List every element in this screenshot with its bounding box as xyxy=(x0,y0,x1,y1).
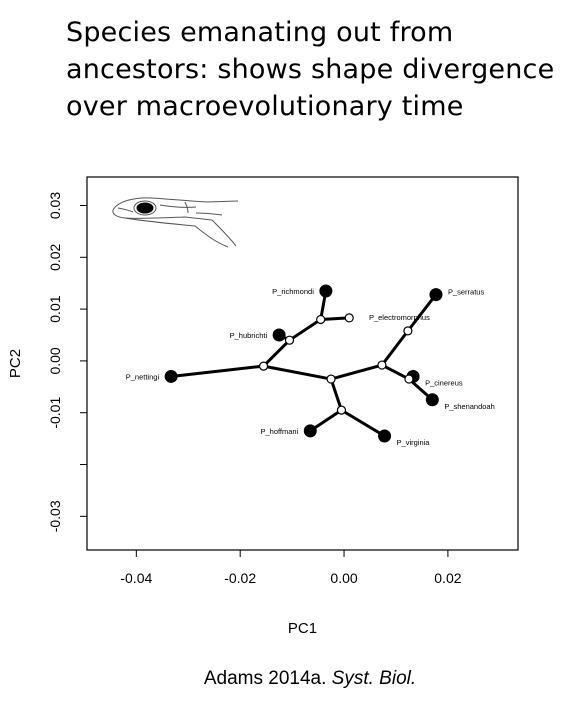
salamander-head-icon xyxy=(112,197,239,248)
tree-branch xyxy=(339,408,387,438)
species-label: P_richmondi xyxy=(272,287,314,296)
species-point xyxy=(425,393,439,407)
ancestor-node xyxy=(284,335,295,345)
title-line: ancestors: shows shape divergence xyxy=(66,54,555,85)
ancestor-node xyxy=(404,374,414,384)
x-tick-label: -0.04 xyxy=(120,570,152,586)
citation-author: Adams 2014a. xyxy=(203,668,327,689)
y-tick-label: 0.03 xyxy=(47,192,63,219)
y-tick-label: -0.01 xyxy=(47,397,63,429)
species-point xyxy=(164,369,178,383)
tree-branch xyxy=(262,364,333,381)
plot-frame xyxy=(86,176,519,551)
species-point xyxy=(344,313,354,323)
species-label: P_hoffmani xyxy=(260,427,298,436)
y-tick-label: 0.02 xyxy=(47,243,63,270)
tree-branch xyxy=(319,316,351,321)
tree-branch xyxy=(262,338,292,368)
tree-branch xyxy=(406,293,438,333)
ancestor-node xyxy=(326,374,336,384)
citation-journal: Syst. xyxy=(331,668,374,689)
tree-branch xyxy=(288,317,323,342)
citation-journal-2: Biol. xyxy=(379,668,417,689)
x-axis-label: PC1 xyxy=(288,620,317,637)
species-point xyxy=(303,424,317,438)
slide-title: Species emanating out from ancestors: sh… xyxy=(66,14,556,125)
title-line: over macroevolutionary time xyxy=(66,91,464,122)
ancestor-node xyxy=(258,361,269,371)
y-axis-label: PC2 xyxy=(7,349,24,378)
tree-branch xyxy=(329,363,384,381)
ancestor-node xyxy=(316,314,326,325)
species-point xyxy=(319,284,333,298)
x-tick-label: 0.02 xyxy=(434,570,461,586)
species-label: P_serratus xyxy=(448,288,485,297)
y-tick-label: 0.01 xyxy=(47,295,63,322)
species-point xyxy=(429,288,443,302)
ancestor-node xyxy=(377,360,387,370)
species-label: P_electromorphus xyxy=(369,313,430,322)
title-line: Species emanating out from xyxy=(66,17,454,48)
x-tick-label: 0.00 xyxy=(330,570,357,586)
salamander-eye-icon xyxy=(136,202,154,214)
tree-branch xyxy=(169,364,266,378)
phylomorphospace-chart: -0.04 -0.02 0.00 0.02 0.03 0.02 0.01 0.00 -0.01 -… xyxy=(7,176,519,637)
species-label: P_hubrichti xyxy=(230,331,268,340)
species-label: P_nettingi xyxy=(126,372,160,381)
citation: Adams 2014a. Syst. Biol. xyxy=(0,668,568,690)
ancestor-node xyxy=(403,326,413,336)
ancestor-node xyxy=(336,405,347,415)
y-tick-label: -0.03 xyxy=(47,500,63,532)
species-label: P_virginia xyxy=(397,438,431,447)
species-label: P_cinereus xyxy=(425,378,463,387)
species-point xyxy=(378,429,392,443)
tree-branch xyxy=(329,377,343,412)
tree-branch xyxy=(380,363,411,381)
y-tick-label: 0.00 xyxy=(47,347,63,374)
species-point xyxy=(272,328,286,342)
tree-branch xyxy=(380,329,410,367)
x-tick-label: -0.02 xyxy=(224,570,256,586)
species-label: P_shenandoah xyxy=(444,402,494,411)
